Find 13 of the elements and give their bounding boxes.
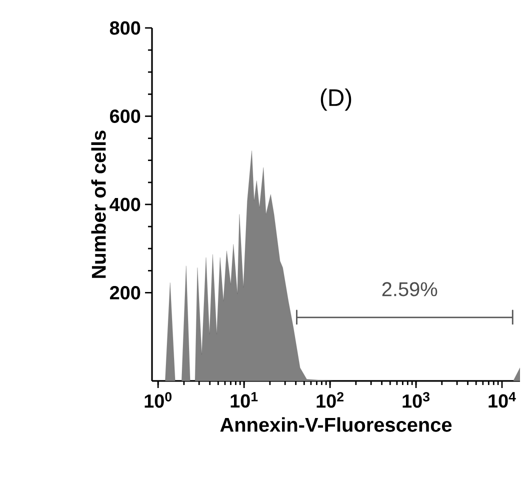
annotation: 2.59% xyxy=(382,282,438,296)
x-tick-label: 10$^{0}$ xyxy=(144,392,172,408)
x-tick-label: 10$^{4}$ xyxy=(488,392,516,408)
x-tick-label: 10$^{1}$ xyxy=(230,392,258,408)
x-tick-label: 10$^{2}$ xyxy=(316,392,344,408)
text: (D) xyxy=(320,88,352,111)
x-axis-title: Annexin-V-Fluorescence xyxy=(220,417,452,432)
x-tick-label: 10$^{3}$ xyxy=(402,392,430,408)
y-tick-label: 600 xyxy=(110,110,140,123)
y-tick-label: 200 xyxy=(110,286,140,300)
y-axis-title: Number of cells xyxy=(91,130,106,278)
y-tick-label: 400 xyxy=(110,198,140,212)
y-tick-label: 800 xyxy=(110,21,140,35)
